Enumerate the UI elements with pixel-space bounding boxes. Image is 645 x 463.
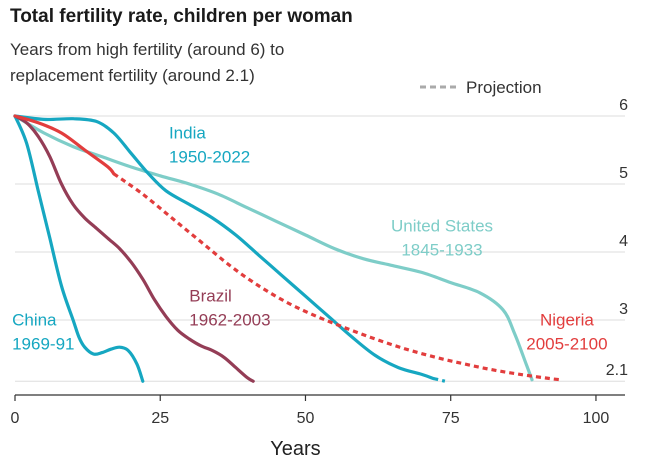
series-years-united-states: 1845-1933 bbox=[401, 241, 482, 260]
series-line-china bbox=[13, 114, 145, 383]
series-layer bbox=[13, 114, 562, 383]
x-tick-label-1: 25 bbox=[151, 410, 169, 427]
series-label-india: India bbox=[169, 123, 206, 142]
series-label-china: China bbox=[12, 310, 57, 329]
legend-projection-label: Projection bbox=[466, 78, 542, 97]
series-years-india: 1950-2022 bbox=[169, 147, 250, 166]
y-tick-label-0: 6 bbox=[619, 97, 628, 114]
x-axis-label: Years bbox=[270, 438, 320, 460]
series-line-nigeria bbox=[13, 114, 116, 176]
series-label-nigeria: Nigeria bbox=[540, 310, 594, 329]
chart-title: Total fertility rate, children per woman bbox=[10, 6, 353, 27]
series-label-brazil: Brazil bbox=[189, 287, 232, 306]
x-tick-label-3: 75 bbox=[442, 410, 460, 427]
chart-subtitle-line-2: replacement fertility (around 2.1) bbox=[10, 66, 255, 85]
series-line-united-states bbox=[13, 114, 534, 382]
x-tick-label-2: 50 bbox=[297, 410, 315, 427]
series-years-brazil: 1962-2003 bbox=[189, 311, 270, 330]
gridlines bbox=[15, 115, 625, 382]
legend: Projection bbox=[420, 78, 542, 97]
series-labels: China 1969-91 Brazil 1962-2003 India 1950-202… bbox=[12, 123, 607, 353]
series-years-china: 1969-91 bbox=[12, 334, 74, 353]
x-tick-label-0: 0 bbox=[11, 410, 20, 427]
series-years-nigeria: 2005-2100 bbox=[526, 334, 607, 353]
series-projection-india bbox=[432, 376, 446, 383]
axes: 6 5 4 3 2.1 0 25 50 75 100 Years bbox=[11, 97, 629, 460]
series-line-india bbox=[13, 114, 435, 381]
y-tick-label-3: 3 bbox=[619, 301, 628, 318]
x-tick-label-4: 100 bbox=[583, 410, 610, 427]
chart-subtitle-line-1: Years from high fertility (around 6) to bbox=[10, 40, 285, 59]
series-projection-nigeria bbox=[112, 172, 562, 382]
series-line-brazil bbox=[13, 114, 255, 383]
y-tick-label-2: 4 bbox=[619, 233, 628, 250]
y-tick-label-1: 5 bbox=[619, 165, 628, 182]
y-tick-label-4: 2.1 bbox=[606, 362, 628, 379]
series-label-united-states: United States bbox=[391, 217, 493, 236]
